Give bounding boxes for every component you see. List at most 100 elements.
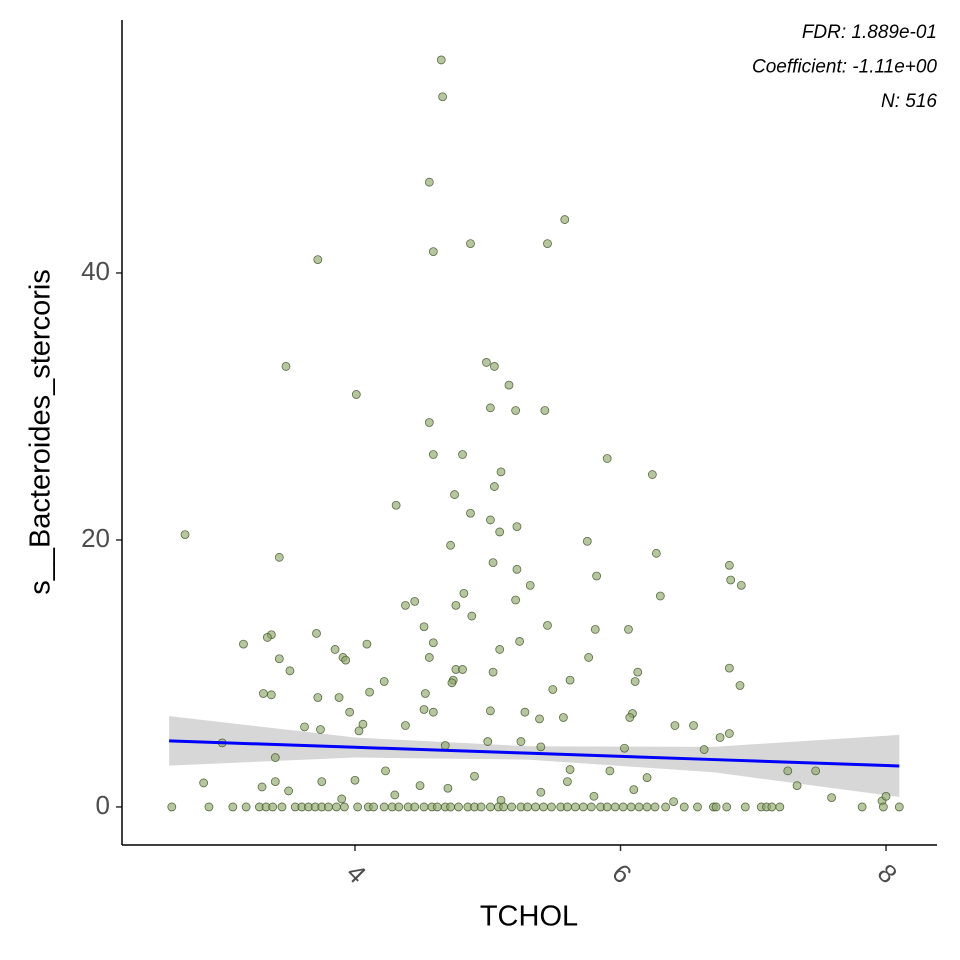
point [736,580,746,590]
point [584,653,594,662]
point [459,588,469,598]
point [711,802,721,812]
point [857,802,867,812]
point [482,358,491,367]
point [381,766,390,776]
y-tick-label: 0 [96,790,110,820]
point [180,530,190,540]
point [466,239,475,249]
point [563,777,572,786]
point [693,802,702,812]
point [630,677,640,686]
point [547,802,556,812]
point [467,611,477,621]
point [419,705,429,714]
point [511,595,521,605]
point [317,777,327,786]
point [489,482,499,491]
point [878,802,888,812]
point [239,639,248,649]
point [515,637,525,646]
point [419,802,429,812]
point [274,654,284,664]
point [525,580,535,590]
point [458,665,467,674]
x-tick-label: 6 [606,858,637,889]
point [523,802,532,812]
point [379,677,389,686]
point [610,802,620,812]
point [661,802,671,812]
point [540,406,550,415]
point [620,743,629,753]
point [565,675,575,685]
point [543,621,552,630]
point [470,771,479,781]
point [496,467,506,477]
point [401,721,410,730]
point [578,802,588,812]
point [520,707,530,717]
point [735,681,745,690]
point [428,638,438,648]
point [258,689,268,698]
point [565,765,575,774]
point [495,527,505,537]
point [722,802,732,812]
x-axis-title: TCHOL [480,901,578,933]
point [268,802,278,812]
point [516,737,526,746]
point [353,802,363,812]
point [241,802,251,812]
annotation: Coefficient: -1.11e+00 [752,57,937,78]
point [432,802,442,812]
point [726,575,736,585]
point [332,802,341,812]
point [724,729,734,738]
point [624,625,633,634]
point [792,781,802,790]
point [618,802,628,812]
point [699,745,709,754]
point [642,773,652,782]
point [446,802,455,812]
point [443,783,453,793]
annotation: FDR: 1.889e-01 [802,22,937,43]
point [266,690,276,700]
point [507,802,517,812]
point [894,802,904,812]
x-tick-label: 8 [872,858,903,889]
point [715,733,725,742]
y-axis-title: s__Bacteroides_stercoris [25,269,57,595]
point [642,802,652,812]
point [495,645,505,654]
point [447,678,457,688]
point [605,766,615,776]
point [539,802,548,812]
point [424,418,434,427]
point [560,215,570,224]
point [589,791,599,801]
point [458,450,467,459]
point [334,693,344,702]
point [300,722,309,732]
point [586,802,596,812]
point [543,239,552,249]
y-tick-label: 40 [81,256,110,286]
point [689,721,698,730]
annotation: N: 516 [881,91,937,112]
point [228,802,238,812]
points [167,55,904,812]
point [167,802,177,812]
point [339,802,349,812]
point [466,508,475,518]
point [559,713,568,722]
point [369,802,378,812]
point [424,177,434,187]
point [679,802,689,812]
point [410,596,420,606]
point [650,802,660,812]
point [313,693,323,702]
point [313,255,323,265]
